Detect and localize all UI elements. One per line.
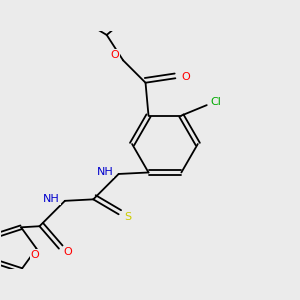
Text: O: O xyxy=(110,50,119,60)
Text: NH: NH xyxy=(43,194,60,204)
Text: NH: NH xyxy=(97,167,114,178)
Text: O: O xyxy=(64,247,72,257)
Text: O: O xyxy=(182,72,190,82)
Text: S: S xyxy=(124,212,132,222)
Text: O: O xyxy=(31,250,39,260)
Text: Cl: Cl xyxy=(211,97,222,107)
